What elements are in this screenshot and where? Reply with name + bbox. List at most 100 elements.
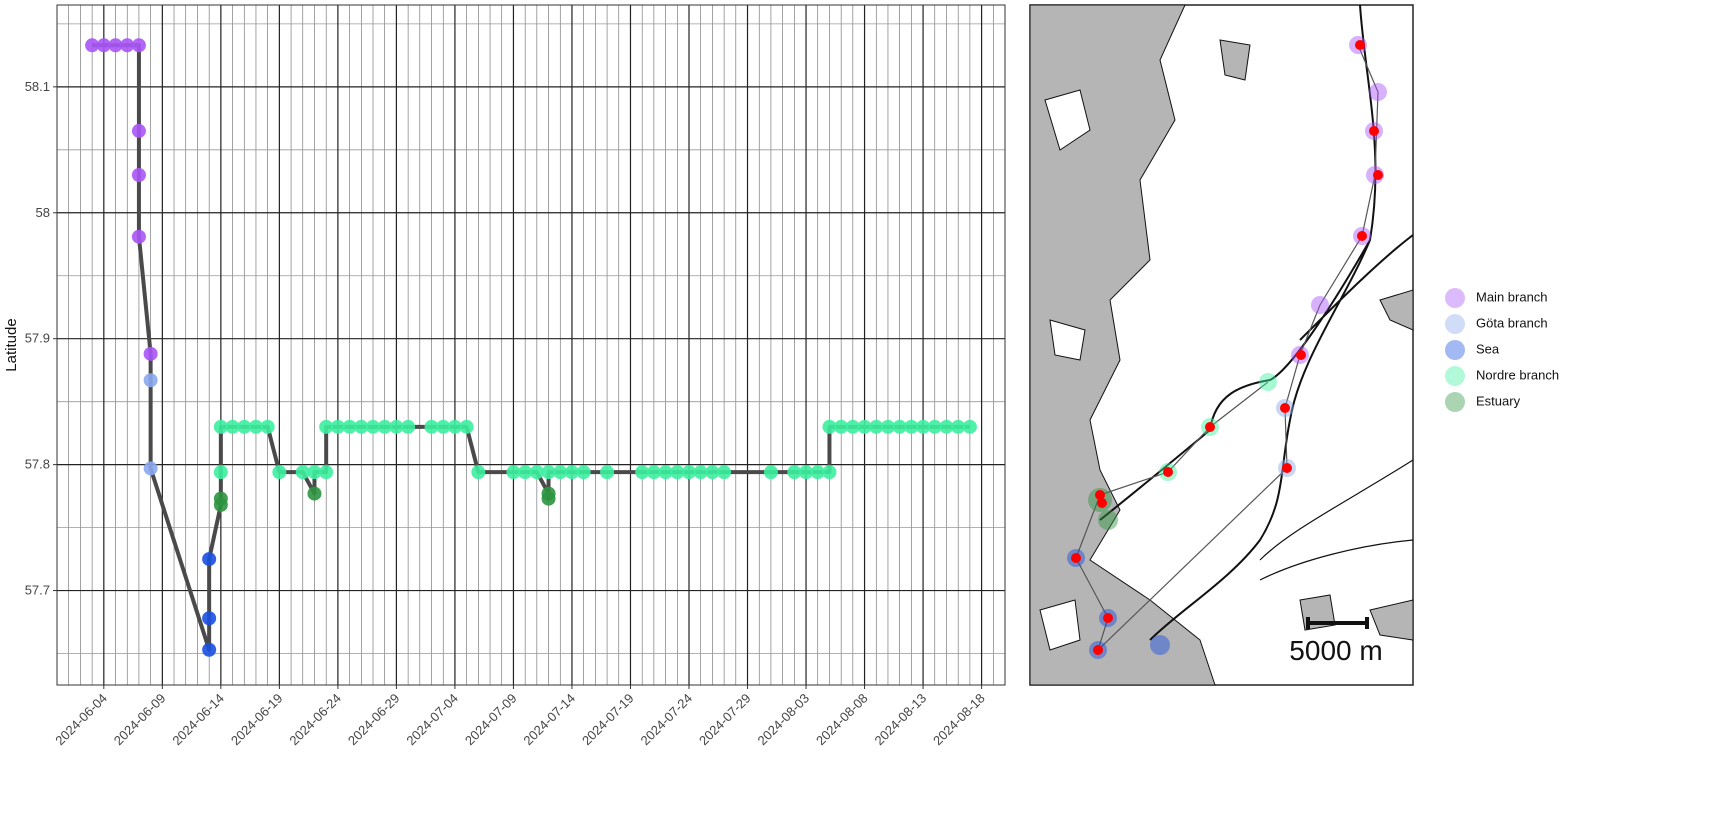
detection-point [447, 419, 462, 434]
detection-point [822, 465, 837, 480]
detection-point [506, 465, 521, 480]
x-tick-label: 2024-07-29 [696, 691, 754, 749]
detection-point [237, 419, 252, 434]
detection-point [564, 465, 579, 480]
detection-point [880, 419, 895, 434]
detection-point [272, 465, 287, 480]
y-tick-label: 58.1 [25, 79, 50, 94]
plot-border [56, 4, 1006, 686]
detection-point [529, 465, 544, 480]
detection-point [600, 465, 615, 480]
detection-point [225, 419, 240, 434]
detection-point [951, 419, 966, 434]
plot-background [57, 5, 1005, 685]
detection-point [658, 465, 673, 480]
river [1099, 4, 1414, 641]
x-tick-label: 2024-08-13 [872, 691, 930, 749]
detection-point [202, 611, 217, 626]
detection-point [553, 465, 568, 480]
detection-point [518, 465, 533, 480]
x-tick-label: 2024-07-19 [579, 691, 637, 749]
detection-point [436, 419, 451, 434]
detection-point [319, 419, 334, 434]
detection-point [845, 419, 860, 434]
y-tick-label: 58 [36, 205, 50, 220]
detection-point [120, 38, 135, 53]
detection-point [869, 419, 884, 434]
detection-point [330, 419, 345, 434]
detection-point [248, 419, 263, 434]
detection-point [342, 419, 357, 434]
islands [1039, 89, 1091, 651]
detection-point [424, 419, 439, 434]
detection-point [576, 465, 591, 480]
detection-point [857, 419, 872, 434]
x-tick-label: 2024-06-14 [169, 691, 227, 749]
x-tick-label: 2024-06-29 [345, 691, 403, 749]
detection-point [143, 461, 158, 476]
detection-point [822, 419, 837, 434]
scale-label: 5000 m [1289, 635, 1382, 666]
detection-point [541, 465, 556, 480]
detection-point [131, 229, 146, 244]
legend-swatch [1445, 340, 1465, 360]
detection-point [459, 419, 474, 434]
legend-swatch [1445, 392, 1465, 412]
receiver-stations [1071, 40, 1383, 655]
detection-point [670, 465, 685, 480]
detection-point [705, 465, 720, 480]
detection-point [85, 38, 100, 53]
detection-point [213, 419, 228, 434]
detection-point [366, 419, 380, 434]
detection-point [810, 465, 825, 480]
detection-point [541, 491, 556, 506]
y-axis-title: Latitude [3, 318, 20, 371]
legend-label: Sea [1476, 341, 1500, 356]
detection-point [471, 465, 486, 480]
detection-point [213, 491, 228, 506]
detection-point [354, 419, 369, 434]
x-tick-label: 2024-06-19 [228, 691, 286, 749]
map: 5000 m [1029, 4, 1414, 686]
detection-point [682, 465, 696, 480]
detection-point [131, 168, 146, 182]
legend-swatch [1445, 366, 1465, 386]
detection-point [213, 465, 228, 480]
detection-point [260, 419, 275, 434]
detection-point [799, 465, 814, 480]
x-tick-label: 2024-08-08 [813, 691, 871, 749]
detection-point [96, 38, 111, 53]
x-tick-label: 2024-08-18 [930, 691, 988, 749]
legend-swatch [1445, 314, 1465, 334]
legend-swatch [1445, 288, 1465, 308]
detection-point [927, 419, 942, 434]
detection-point [763, 465, 778, 480]
y-tick-label: 57.7 [25, 583, 50, 598]
legend-label: Nordre branch [1476, 367, 1559, 382]
detection-point [717, 465, 732, 480]
detection-point [646, 465, 661, 480]
legend-label: Main branch [1476, 289, 1548, 304]
x-tick-label: 2024-08-03 [755, 691, 813, 749]
legend-label: Estuary [1476, 393, 1521, 408]
x-tick-label: 2024-06-09 [111, 691, 169, 749]
detection-point [131, 38, 146, 53]
detection-point [389, 419, 404, 434]
detection-point [962, 419, 977, 434]
x-tick-label: 2024-06-04 [52, 691, 110, 749]
detection-point [319, 465, 334, 480]
scale-bar [1306, 617, 1369, 629]
detection-point [939, 419, 954, 434]
x-tick-label: 2024-07-04 [403, 691, 461, 749]
detection-point [143, 346, 158, 361]
detection-point [693, 465, 708, 480]
legend-label: Göta branch [1476, 315, 1548, 330]
lakes [1219, 39, 1414, 641]
roads [1259, 459, 1414, 581]
detection-point [892, 419, 907, 434]
y-tick-label: 57.8 [25, 457, 50, 472]
detection-point [307, 486, 322, 501]
y-tick-label: 57.9 [25, 331, 50, 346]
